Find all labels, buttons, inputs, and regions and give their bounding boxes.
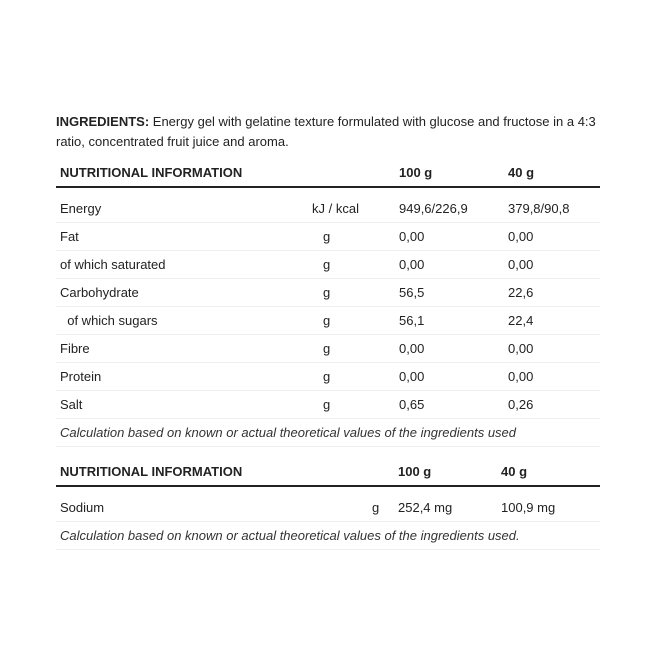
value-100g: 56,5	[399, 285, 425, 300]
nutrient-name: Energy	[60, 201, 102, 216]
row-divider	[56, 278, 600, 279]
row-divider	[56, 250, 600, 251]
nutrient-name: Sodium	[60, 500, 105, 515]
nutrient-name: Carbohydrate	[60, 285, 139, 300]
row-divider	[56, 390, 600, 391]
header-40g: 40 g	[508, 165, 535, 180]
row-divider	[56, 334, 600, 335]
value-100g: 0,00	[399, 229, 425, 244]
value-40g: 379,8/90,8	[508, 201, 570, 216]
value-40g: 22,6	[508, 285, 534, 300]
row-divider	[56, 549, 600, 550]
calculation-note: Calculation based on known or actual the…	[60, 425, 517, 440]
ingredients-label: INGREDIENTS:	[56, 114, 150, 129]
nutrient-unit: kJ / kcal	[312, 201, 359, 216]
value-100g: 252,4 mg	[398, 500, 453, 515]
row-divider	[56, 362, 600, 363]
nutrient-unit: g	[372, 500, 380, 515]
header-divider	[56, 485, 600, 487]
row-divider	[56, 306, 600, 307]
nutrient-name: Fat	[60, 229, 79, 244]
nutrient-name: Fibre	[60, 341, 90, 356]
header-100g: 100 g	[399, 165, 433, 180]
value-40g: 22,4	[508, 313, 534, 328]
value-100g: 0,00	[399, 341, 425, 356]
ingredients-text: INGREDIENTS: Energy gel with gelatine te…	[56, 112, 606, 152]
value-100g: 0,00	[399, 369, 425, 384]
value-40g: 0,00	[508, 369, 534, 384]
value-40g: 0,00	[508, 229, 534, 244]
value-40g: 100,9 mg	[501, 500, 556, 515]
header-100g: 100 g	[398, 464, 432, 479]
nutrient-unit: g	[323, 397, 331, 412]
ingredients-description: Energy gel with gelatine texture formula…	[56, 114, 596, 149]
row-divider	[56, 521, 600, 522]
value-100g: 949,6/226,9	[399, 201, 468, 216]
nutrient-unit: g	[323, 285, 331, 300]
row-divider	[56, 446, 600, 447]
nutrient-unit: g	[323, 369, 331, 384]
nutrient-name: Protein	[60, 369, 102, 384]
nutrient-unit: g	[323, 229, 331, 244]
nutrient-unit: g	[323, 313, 331, 328]
row-divider	[56, 222, 600, 223]
nutrient-name: Salt	[60, 397, 83, 412]
value-100g: 56,1	[399, 313, 425, 328]
header-divider	[56, 186, 600, 188]
header-40g: 40 g	[501, 464, 528, 479]
row-divider	[56, 418, 600, 419]
header-title: NUTRITIONAL INFORMATION	[60, 165, 243, 180]
nutrient-unit: g	[323, 341, 331, 356]
nutrient-name: of which sugars	[60, 313, 158, 328]
value-100g: 0,00	[399, 257, 425, 272]
value-40g: 0,26	[508, 397, 534, 412]
header-title: NUTRITIONAL INFORMATION	[60, 464, 243, 479]
calculation-note: Calculation based on known or actual the…	[60, 528, 520, 543]
nutrient-name: of which saturated	[60, 257, 166, 272]
value-40g: 0,00	[508, 341, 534, 356]
value-100g: 0,65	[399, 397, 425, 412]
value-40g: 0,00	[508, 257, 534, 272]
nutrient-unit: g	[323, 257, 331, 272]
